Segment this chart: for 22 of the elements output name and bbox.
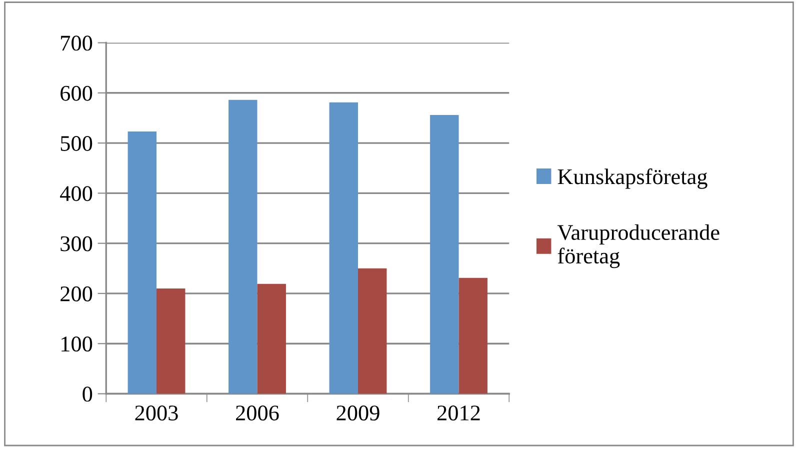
bar [329,102,358,394]
y-tick-label: 400 [60,186,92,202]
bar [128,132,157,394]
bar [458,278,488,394]
y-tick-label: 700 [61,36,92,51]
y-tick-label: 500 [60,136,92,151]
x-tick-label: 2003 [135,406,178,420]
y-tick-label: 600 [60,86,92,101]
x-tick-label: 2012 [438,406,480,420]
bar [156,288,186,394]
bar [257,284,286,394]
bar [358,268,387,394]
legend-label: Varuproducerande företag [557,224,720,268]
y-tick-label: 300 [60,236,92,252]
bar [430,114,459,394]
bar [228,100,258,394]
x-tick-label: 2006 [236,406,279,420]
y-tick-label: 100 [62,336,92,352]
y-tick-label: 200 [60,286,92,302]
x-tick-label: 2009 [336,406,380,420]
legend-label: Kunskapsföretag [558,168,708,189]
y-tick-label: 0 [82,386,92,402]
